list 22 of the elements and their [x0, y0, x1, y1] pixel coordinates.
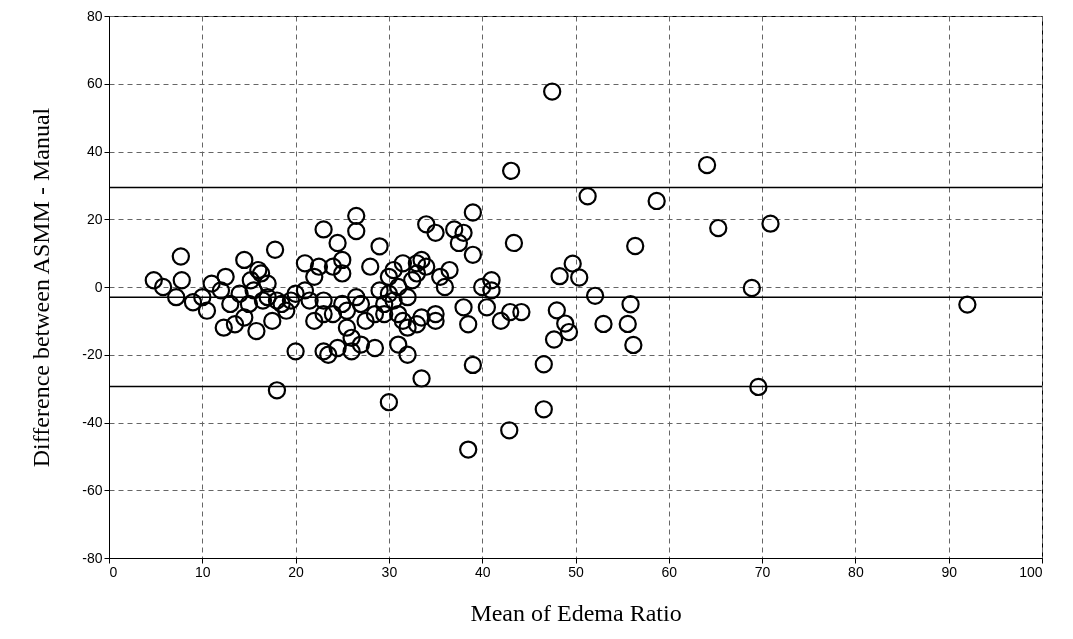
x-tick-label: 80 — [848, 563, 864, 580]
x-tick-label: 70 — [754, 563, 771, 580]
y-tick-label: -60 — [82, 481, 103, 498]
x-tick-label: 40 — [474, 563, 491, 580]
x-tick-label: 0 — [109, 563, 118, 580]
x-tick-label: 60 — [661, 563, 678, 580]
y-tick-label: 20 — [86, 210, 103, 227]
x-tick-label: 90 — [941, 563, 958, 580]
y-tick-label: 60 — [86, 75, 103, 92]
x-tick-label: 50 — [568, 563, 584, 580]
x-tick-label: 10 — [195, 563, 211, 580]
y-tick-label: -20 — [82, 346, 103, 363]
y-tick-label: 0 — [94, 278, 103, 295]
x-axis-title: Mean of Edema Ratio — [470, 599, 682, 626]
y-axis-title: Difference between ASMM - Manual — [28, 107, 55, 468]
x-tick-label: 100 — [1019, 563, 1043, 580]
x-tick-label: 20 — [288, 563, 305, 580]
y-tick-label: -40 — [82, 414, 103, 430]
y-tick-label: 80 — [86, 7, 103, 24]
y-tick-label: -80 — [82, 549, 103, 566]
y-tick-label: 40 — [86, 143, 103, 159]
x-tick-label: 30 — [381, 563, 398, 580]
